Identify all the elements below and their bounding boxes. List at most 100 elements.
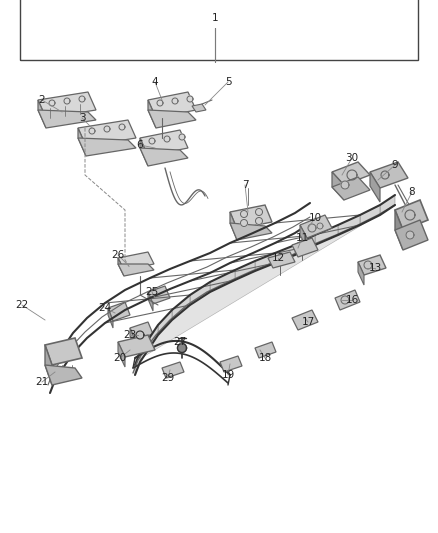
Polygon shape: [78, 120, 136, 146]
Text: 10: 10: [308, 213, 321, 223]
Bar: [20, 0, 418, 60]
Polygon shape: [108, 302, 130, 321]
Polygon shape: [300, 225, 307, 248]
Polygon shape: [405, 210, 415, 220]
Polygon shape: [135, 352, 140, 375]
Polygon shape: [190, 282, 210, 305]
Polygon shape: [380, 195, 395, 215]
Polygon shape: [89, 128, 95, 134]
Text: 1: 1: [212, 13, 218, 23]
Polygon shape: [38, 92, 96, 118]
Polygon shape: [235, 261, 255, 280]
Polygon shape: [108, 308, 113, 328]
Polygon shape: [360, 205, 380, 225]
Text: 13: 13: [368, 263, 381, 273]
Polygon shape: [130, 328, 135, 348]
Text: 29: 29: [161, 373, 175, 383]
Polygon shape: [79, 96, 85, 102]
Polygon shape: [140, 138, 148, 166]
Polygon shape: [187, 96, 193, 102]
Polygon shape: [162, 362, 184, 378]
Text: 5: 5: [225, 77, 231, 87]
Polygon shape: [395, 200, 428, 230]
Text: 23: 23: [124, 330, 137, 340]
Polygon shape: [104, 126, 110, 132]
Polygon shape: [275, 245, 295, 263]
Text: 3: 3: [79, 113, 85, 123]
Polygon shape: [230, 212, 237, 240]
Polygon shape: [140, 340, 148, 362]
Polygon shape: [118, 258, 124, 276]
Polygon shape: [315, 225, 338, 245]
Polygon shape: [148, 100, 156, 128]
Polygon shape: [138, 205, 395, 360]
Polygon shape: [164, 136, 170, 142]
Text: 16: 16: [346, 295, 359, 305]
Polygon shape: [292, 238, 318, 257]
Polygon shape: [149, 138, 155, 144]
Text: 4: 4: [152, 77, 158, 87]
Polygon shape: [140, 148, 188, 166]
Polygon shape: [45, 345, 52, 385]
Polygon shape: [332, 172, 344, 200]
Polygon shape: [148, 92, 196, 118]
Text: 21: 21: [35, 377, 49, 387]
Text: 24: 24: [99, 303, 112, 313]
Polygon shape: [119, 124, 125, 130]
Text: 30: 30: [346, 153, 359, 163]
Polygon shape: [332, 162, 370, 185]
Text: 20: 20: [113, 353, 127, 363]
Polygon shape: [78, 138, 136, 156]
Text: 18: 18: [258, 353, 272, 363]
Polygon shape: [295, 235, 315, 255]
Polygon shape: [140, 130, 188, 156]
Polygon shape: [240, 220, 247, 227]
Polygon shape: [172, 295, 190, 320]
Polygon shape: [130, 322, 153, 340]
Polygon shape: [292, 310, 318, 330]
Polygon shape: [395, 220, 428, 250]
Polygon shape: [332, 177, 370, 200]
Polygon shape: [192, 104, 206, 112]
Polygon shape: [335, 290, 360, 310]
Polygon shape: [158, 310, 172, 335]
Polygon shape: [341, 181, 349, 189]
Polygon shape: [406, 231, 414, 239]
Text: 6: 6: [137, 140, 143, 150]
Polygon shape: [136, 331, 144, 339]
Text: 17: 17: [301, 317, 314, 327]
Text: 27: 27: [173, 337, 187, 347]
Polygon shape: [172, 98, 178, 104]
Polygon shape: [364, 261, 372, 269]
Polygon shape: [230, 223, 272, 240]
Text: 26: 26: [111, 250, 125, 260]
Text: 2: 2: [39, 95, 45, 105]
Polygon shape: [220, 356, 242, 372]
Polygon shape: [268, 252, 295, 268]
Polygon shape: [148, 292, 153, 311]
Polygon shape: [300, 215, 332, 238]
Polygon shape: [395, 210, 403, 250]
Polygon shape: [358, 262, 364, 285]
Polygon shape: [38, 100, 46, 128]
Polygon shape: [118, 335, 155, 357]
Polygon shape: [230, 205, 272, 229]
Polygon shape: [118, 342, 125, 367]
Polygon shape: [45, 338, 82, 365]
Polygon shape: [358, 255, 386, 275]
Polygon shape: [370, 162, 408, 188]
Polygon shape: [148, 325, 158, 350]
Text: 11: 11: [295, 233, 309, 243]
Polygon shape: [78, 128, 86, 156]
Polygon shape: [118, 264, 154, 276]
Polygon shape: [255, 342, 276, 358]
Polygon shape: [49, 100, 55, 106]
Polygon shape: [45, 365, 82, 385]
Polygon shape: [64, 98, 70, 104]
Polygon shape: [177, 343, 187, 352]
Text: 25: 25: [145, 287, 159, 297]
Polygon shape: [370, 172, 380, 202]
Polygon shape: [210, 270, 235, 292]
Polygon shape: [148, 286, 170, 304]
Text: 22: 22: [15, 300, 28, 310]
